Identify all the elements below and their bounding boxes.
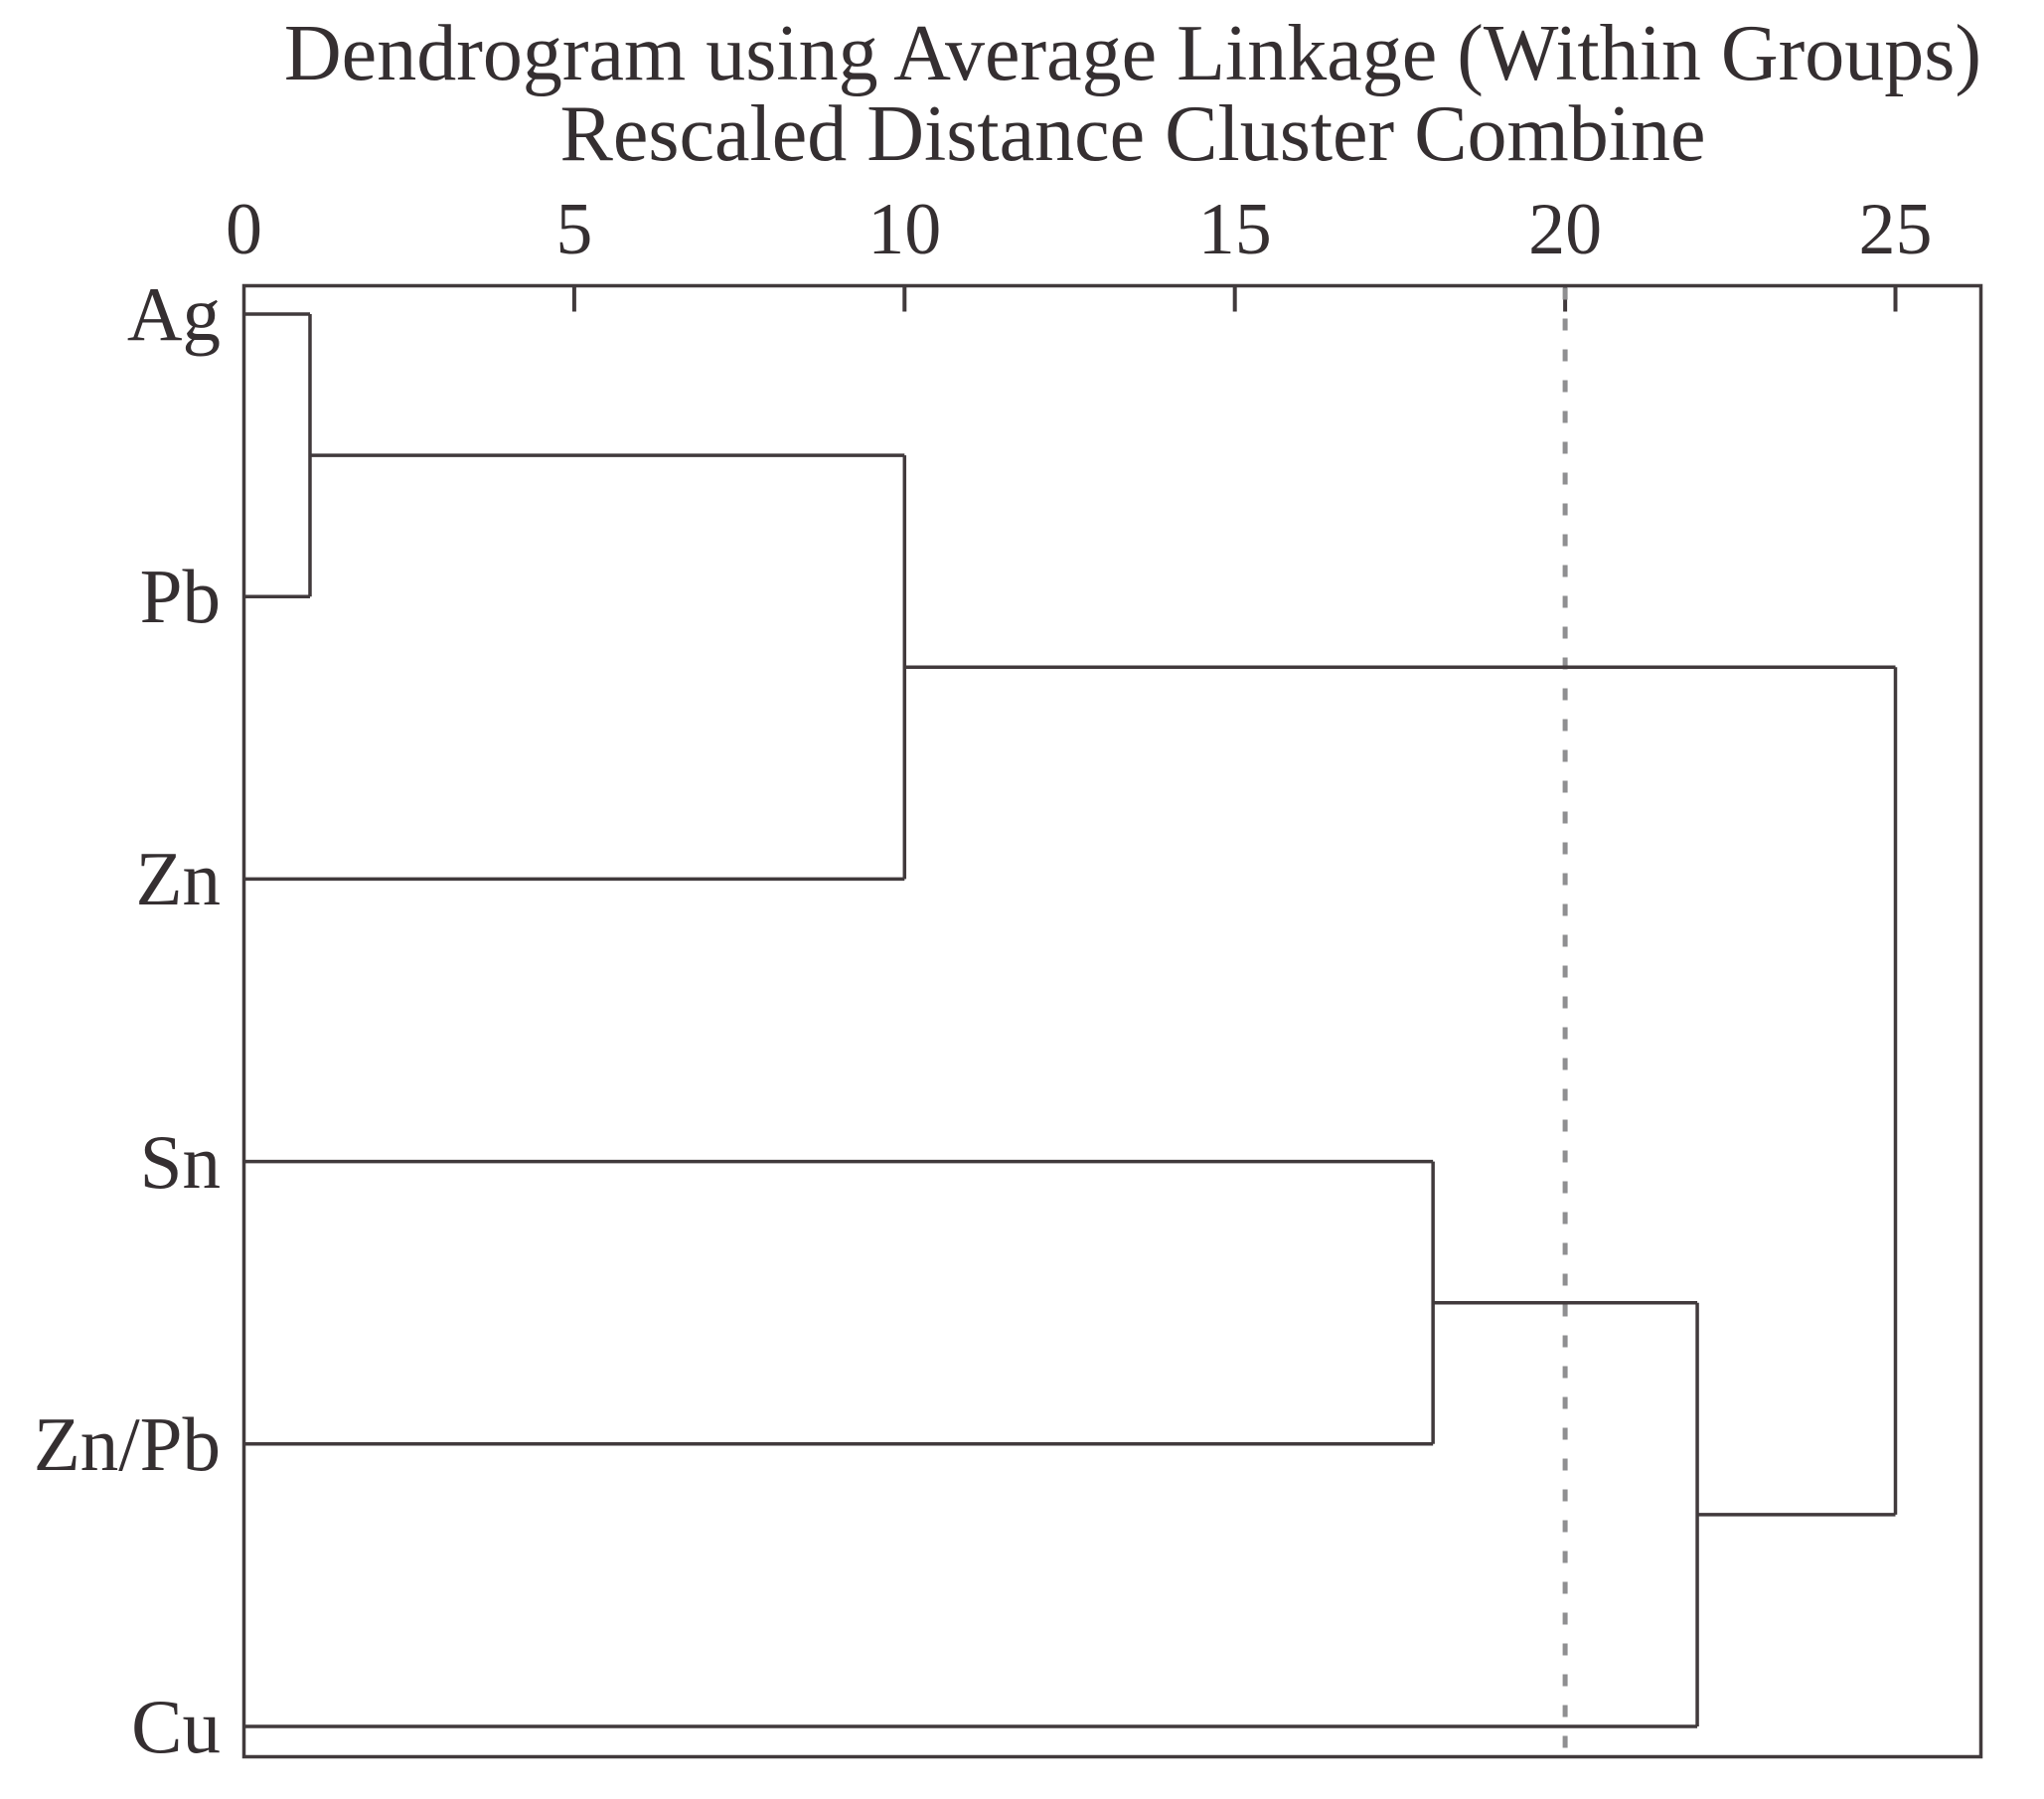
x-axis-tick-label-10: 10	[867, 189, 942, 270]
plot-frame	[241, 283, 1983, 1759]
chart-title-line1: Dendrogram using Average Linkage (Within…	[283, 10, 1982, 97]
leaf-label-pb: Pb	[139, 554, 221, 640]
leaf-label-zn-pb: Zn/Pb	[33, 1400, 221, 1487]
leaf-label-sn: Sn	[139, 1118, 221, 1205]
x-axis-tick-label-15: 15	[1197, 189, 1272, 270]
x-axis-tick-label-20: 20	[1528, 189, 1603, 270]
leaf-label-ag: Ag	[126, 271, 221, 357]
chart-title: Dendrogram using Average Linkage (Within…	[224, 14, 2042, 175]
leaf-label-zn: Zn	[135, 836, 221, 922]
chart-title-line2: Rescaled Distance Cluster Combine	[559, 90, 1706, 178]
x-axis-tick-label-0: 0	[226, 189, 262, 270]
leaf-label-cu: Cu	[131, 1684, 221, 1769]
x-axis-tick-label-5: 5	[555, 189, 593, 270]
x-axis-tick-label-25: 25	[1858, 189, 1933, 270]
